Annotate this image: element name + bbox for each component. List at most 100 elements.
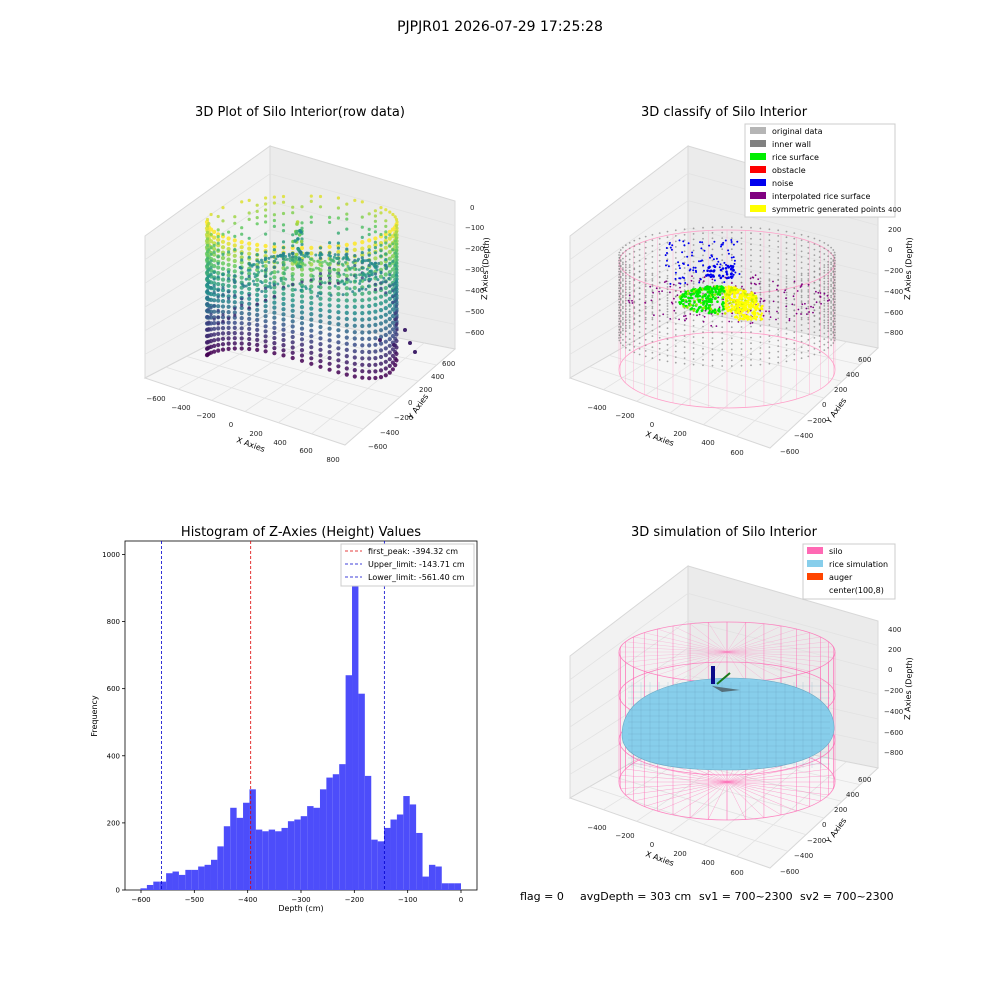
inner-wall-point [711,243,714,245]
inner-wall-point [658,325,661,328]
inner-wall-point [674,306,677,309]
data-point [309,301,314,306]
x-tick-label: 0 [459,896,463,904]
data-point [388,233,392,237]
data-point [268,281,272,285]
symmetric-point [744,304,748,308]
data-point [373,349,378,354]
inner-wall-point [666,280,669,283]
data-point [367,356,372,361]
data-point [352,311,357,316]
inner-wall-point [800,261,803,264]
data-point [226,336,231,341]
inner-wall-point [759,302,762,305]
inner-wall-point [813,320,816,323]
inner-wall-point [827,308,829,310]
data-point [345,227,349,231]
inner-wall-point [834,292,836,295]
status-line: flag = 0 avgDepth = 303 cm sv1 = 700~230… [520,890,894,903]
data-point [290,319,295,324]
inner-wall-point [651,302,654,304]
inner-wall-point [740,237,743,240]
data-point [255,312,260,317]
inner-wall-point [628,242,631,244]
inner-wall-point [625,294,627,296]
raw-x-tick: 0 [229,421,233,429]
classify-legend-box [744,123,896,218]
silo-spoke [726,781,821,802]
inner-wall-point [827,341,829,344]
inner-wall-point [674,290,677,293]
inner-wall-point [721,292,724,295]
data-point [216,322,220,326]
data-point [309,323,314,328]
inner-wall-point [827,260,829,263]
rice-surface-point [739,295,742,299]
auger-shadow [712,686,740,692]
inner-wall-point [823,277,826,280]
noise-point [719,263,722,266]
inner-wall-point [658,359,661,361]
inner-wall-point [750,271,752,273]
data-point [276,254,280,258]
interpolated-point [662,313,665,316]
rice-surface-point [727,293,731,297]
inner-wall-point [832,254,835,257]
inner-wall-point [619,271,622,273]
data-point [336,231,340,235]
classify-z-tick: −800 [884,329,903,337]
inner-wall-point [666,310,669,313]
data-point [216,298,221,303]
data-point [360,240,365,245]
rice-surface-point [746,296,750,300]
inner-wall-point [702,331,704,333]
classify-x-tick: 200 [673,430,686,438]
data-point [336,286,341,291]
inner-wall-point [830,307,832,310]
legend-swatch [750,192,766,199]
data-point [309,245,314,250]
data-point [301,262,304,266]
interpolated-point [684,319,686,322]
rice-surface-point [734,286,737,290]
inner-wall-point [619,298,622,301]
data-point [232,289,237,294]
inner-wall-point [651,329,654,332]
data-point [344,253,348,257]
inner-wall-point [628,266,631,268]
data-point [226,299,231,304]
interpolated-point [717,296,720,299]
rice-surface-point [751,297,754,301]
inner-wall-point [674,257,677,259]
data-point [341,279,344,283]
interpolated-point [826,300,829,302]
rice-surface-point [731,300,735,304]
rice-surface-point [751,295,754,299]
silo-spoke [644,781,728,807]
data-point [378,334,384,339]
symmetric-point [744,309,747,312]
data-point [336,268,341,273]
data-point [247,276,252,281]
rice-surface-point [680,295,684,299]
interpolated-point [672,283,675,286]
inner-wall-point [813,270,816,273]
inner-wall-point [759,363,762,366]
data-point [352,304,357,309]
data-point [221,206,225,210]
inner-wall-point [740,281,743,284]
data-point [352,330,357,335]
inner-wall-point [785,354,788,357]
inner-wall-point [777,257,780,259]
data-point [232,320,237,325]
data-point [378,368,384,373]
data-point [233,313,237,317]
data-point [220,255,226,261]
data-point [272,300,277,305]
noise-point [734,271,737,274]
data-point [272,248,276,252]
symmetric-point [747,308,750,311]
inner-wall-point [818,289,821,292]
rice-surface-point [695,310,699,314]
sv1-range: sv1 = 700~2300 [699,890,793,903]
